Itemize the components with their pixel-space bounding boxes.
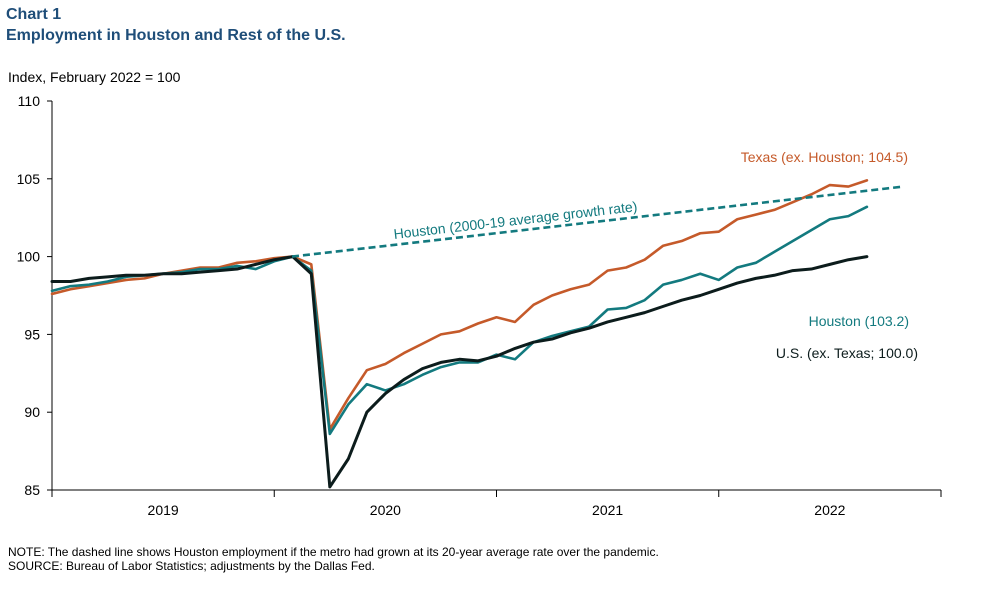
trend-line-dashed bbox=[291, 185, 904, 258]
note-text: NOTE: The dashed line shows Houston empl… bbox=[8, 545, 659, 559]
x-tick-label: 2019 bbox=[148, 502, 179, 518]
series-labels-group: Texas (ex. Houston; 104.5) Houston (103.2… bbox=[393, 149, 918, 361]
chart-title: Employment in Houston and Rest of the U.… bbox=[6, 27, 346, 44]
notes-block: NOTE: The dashed line shows Houston empl… bbox=[8, 545, 659, 573]
y-tick-label: 85 bbox=[24, 482, 40, 498]
x-tick-label: 2021 bbox=[592, 502, 623, 518]
axes-group: 85 90 95 100 105 110 2019 2020 2021 2022 bbox=[17, 93, 942, 518]
source-text: SOURCE: Bureau of Labor Statistics; adju… bbox=[8, 559, 375, 573]
series-line-us bbox=[50, 255, 869, 489]
x-tick-label: 2020 bbox=[370, 502, 401, 518]
y-tick-label: 95 bbox=[24, 326, 40, 342]
series-line-houston bbox=[50, 205, 869, 436]
y-tick-label: 100 bbox=[17, 249, 41, 265]
title-block: Chart 1 Employment in Houston and Rest o… bbox=[6, 4, 346, 46]
y-tick-label: 90 bbox=[24, 404, 40, 420]
series-line-texas bbox=[50, 179, 869, 431]
chart-number: Chart 1 bbox=[6, 6, 62, 23]
trend-line-label: Houston (2000-19 average growth rate) bbox=[393, 198, 638, 242]
y-axis-unit-label: Index, February 2022 = 100 bbox=[8, 69, 181, 85]
x-tick-label: 2022 bbox=[814, 502, 845, 518]
series-label-houston: Houston (103.2) bbox=[809, 313, 909, 329]
series-lines-group bbox=[50, 179, 904, 489]
series-label-texas: Texas (ex. Houston; 104.5) bbox=[741, 149, 908, 165]
y-tick-label: 105 bbox=[17, 171, 41, 187]
series-label-us: U.S. (ex. Texas; 100.0) bbox=[776, 345, 918, 361]
y-tick-label: 110 bbox=[18, 93, 41, 109]
